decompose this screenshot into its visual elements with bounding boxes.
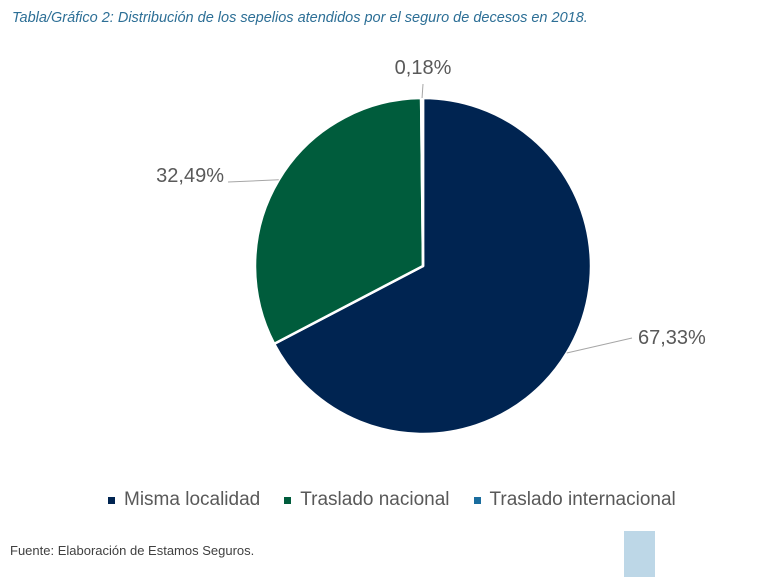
leader-line: [566, 337, 633, 354]
legend-swatch: [473, 496, 481, 504]
leader-line: [227, 179, 279, 183]
decorative-block: [624, 531, 655, 577]
source-note: Fuente: Elaboración de Estamos Seguros.: [10, 543, 255, 558]
data-labels: 67,33% 32,49% 0,18%: [156, 57, 706, 349]
pie-chart: 67,33% 32,49% 0,18%: [156, 57, 706, 436]
chart-legend: Misma localidad Traslado nacional Trasla…: [108, 489, 676, 511]
legend-item-traslado-nacional: Traslado nacional: [284, 489, 450, 511]
pie-slice-misma-localidad: [272, 96, 593, 436]
legend-swatch: [284, 496, 292, 504]
leader-lines: [227, 83, 633, 354]
legend-swatch: [108, 496, 115, 504]
data-label: 0,18%: [395, 57, 452, 79]
chart-caption: Tabla/Gráfico 2: Distribución de los sep…: [12, 10, 588, 26]
leader-line: [421, 83, 424, 99]
data-label: 32,49%: [156, 165, 224, 187]
legend-item-traslado-internacional: Traslado internacional: [473, 489, 676, 511]
legend-item-misma-localidad: Misma localidad: [108, 489, 260, 511]
legend-label: Traslado internacional: [489, 489, 676, 510]
pie-slices: [253, 96, 593, 436]
legend-label: Traslado nacional: [300, 489, 450, 510]
data-label: 67,33%: [638, 327, 706, 349]
legend-label: Misma localidad: [124, 489, 261, 510]
